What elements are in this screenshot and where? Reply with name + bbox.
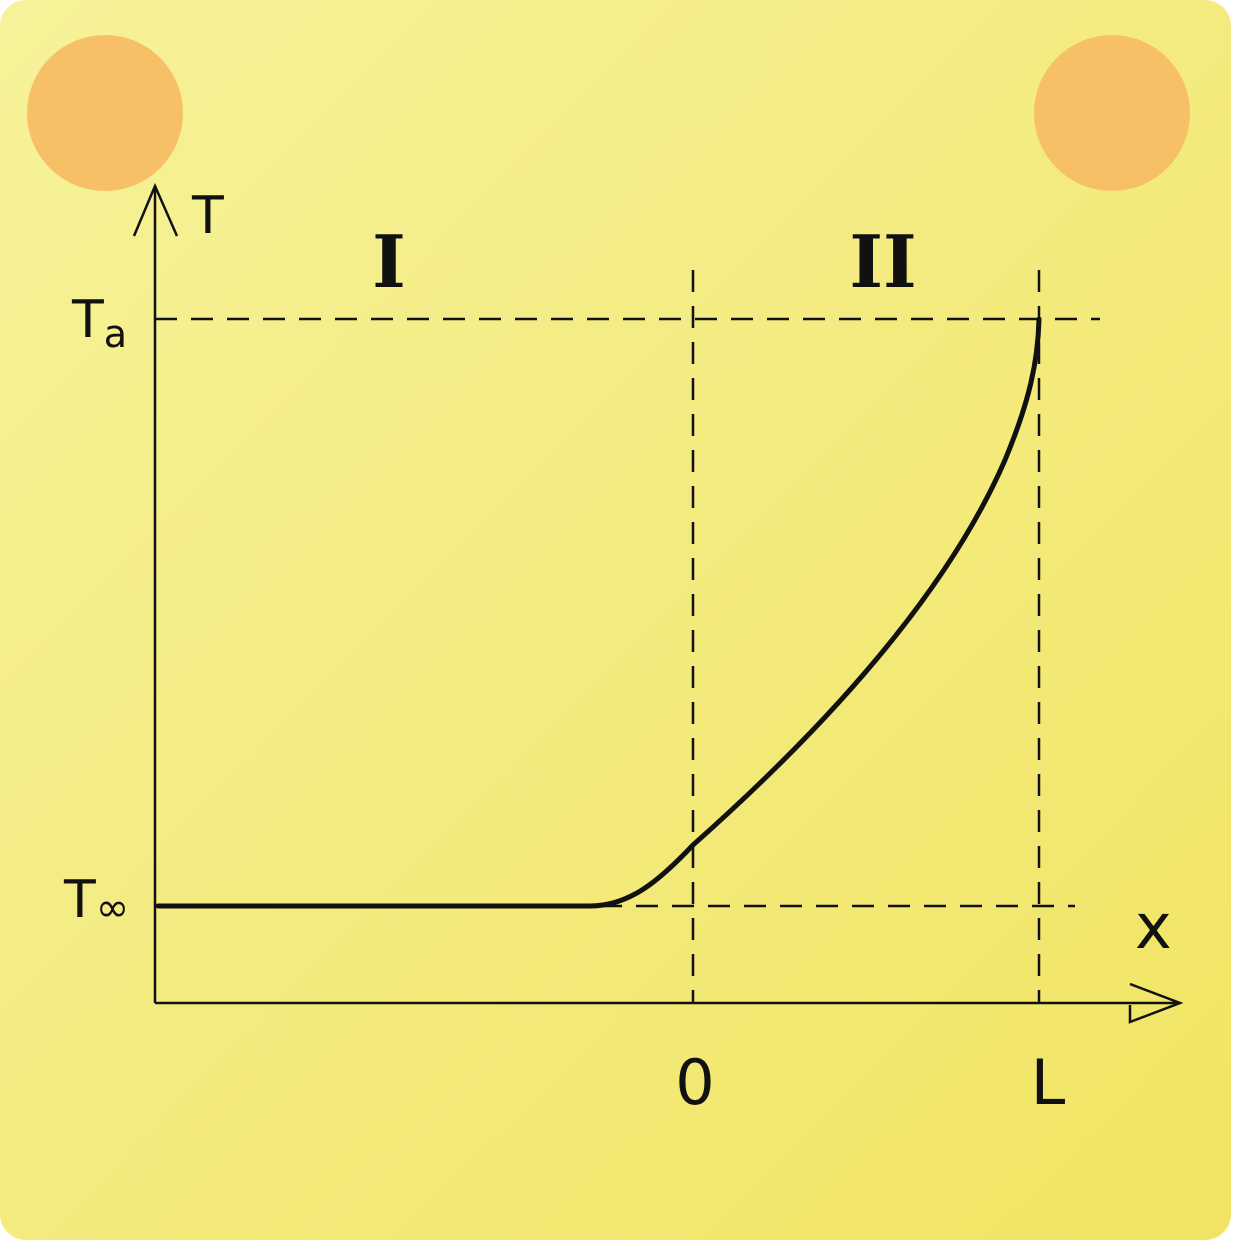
- ta-label: Ta: [71, 290, 127, 356]
- tinf-label-main: T: [63, 870, 96, 930]
- dot-top-left: [27, 35, 183, 191]
- x-axis-label: x: [1135, 890, 1172, 963]
- ta-label-sub: a: [104, 312, 127, 356]
- y-axis-label: T: [191, 186, 224, 246]
- tinf-label: T∞: [63, 870, 129, 931]
- ta-label-main: T: [71, 290, 104, 350]
- region-two-label: II: [849, 219, 916, 304]
- region-one-label: I: [372, 219, 406, 304]
- tinf-label-sub: ∞: [96, 885, 129, 931]
- dot-top-right: [1034, 35, 1190, 191]
- x-tick-zero: 0: [675, 1046, 714, 1119]
- x-axis-arrow: [1128, 982, 1184, 1024]
- y-axis-arrow: [132, 182, 179, 237]
- temperature-curve: [155, 316, 1042, 909]
- x-tick-l: L: [1031, 1046, 1066, 1119]
